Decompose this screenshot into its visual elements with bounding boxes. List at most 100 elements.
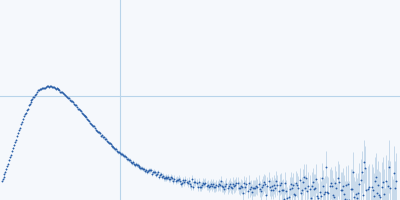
Point xyxy=(87,121,94,124)
Point xyxy=(137,166,144,170)
Point xyxy=(184,182,191,185)
Point xyxy=(114,149,120,153)
Point xyxy=(360,193,366,197)
Point xyxy=(169,177,175,180)
Point xyxy=(203,184,210,187)
Point xyxy=(393,179,399,183)
Point xyxy=(290,184,296,187)
Point xyxy=(146,169,152,172)
Point xyxy=(303,176,310,179)
Point xyxy=(124,157,130,160)
Point xyxy=(151,170,157,173)
Point xyxy=(371,195,377,198)
Point xyxy=(5,163,12,166)
Point xyxy=(112,148,118,151)
Point xyxy=(392,186,398,190)
Point xyxy=(111,147,118,150)
Point xyxy=(104,140,111,144)
Point xyxy=(248,186,254,189)
Point xyxy=(16,128,22,132)
Point xyxy=(80,114,87,117)
Point xyxy=(249,190,255,194)
Point xyxy=(353,192,359,195)
Point xyxy=(302,186,308,189)
Point xyxy=(70,100,76,104)
Point xyxy=(10,146,16,150)
Point xyxy=(262,182,268,186)
Point xyxy=(390,172,397,175)
Point xyxy=(170,180,176,183)
Point xyxy=(174,178,181,181)
Point xyxy=(7,156,14,159)
Point xyxy=(181,180,188,184)
Point xyxy=(15,131,21,135)
Point xyxy=(135,165,142,168)
Point xyxy=(332,182,338,185)
Point xyxy=(128,160,134,163)
Point xyxy=(374,192,380,195)
Point xyxy=(261,181,267,184)
Point xyxy=(96,131,102,134)
Point xyxy=(308,196,314,199)
Point xyxy=(38,87,44,91)
Point xyxy=(183,180,190,183)
Point xyxy=(0,178,6,181)
Point xyxy=(233,182,240,185)
Point xyxy=(116,150,122,153)
Point xyxy=(13,138,19,141)
Point xyxy=(2,171,9,174)
Point xyxy=(366,185,373,189)
Point xyxy=(156,175,162,178)
Point xyxy=(232,184,238,187)
Point xyxy=(179,182,185,185)
Point xyxy=(18,122,24,125)
Point xyxy=(24,108,30,112)
Point xyxy=(45,85,51,88)
Point xyxy=(127,159,133,162)
Point xyxy=(333,187,339,190)
Point xyxy=(134,163,141,166)
Point xyxy=(27,101,34,104)
Point xyxy=(106,141,113,145)
Point xyxy=(85,119,92,122)
Point xyxy=(240,191,246,195)
Point xyxy=(33,92,40,95)
Point xyxy=(320,184,326,187)
Point xyxy=(150,170,156,174)
Point xyxy=(301,175,307,178)
Point xyxy=(22,111,29,114)
Point xyxy=(94,129,100,132)
Point xyxy=(221,187,228,190)
Point xyxy=(193,182,200,185)
Point xyxy=(208,182,214,185)
Point xyxy=(228,185,234,188)
Point xyxy=(177,179,183,182)
Point xyxy=(14,134,20,137)
Point xyxy=(381,193,387,196)
Point xyxy=(4,165,10,168)
Point xyxy=(52,87,59,90)
Point xyxy=(108,145,115,148)
Point xyxy=(260,183,266,186)
Point xyxy=(125,158,131,161)
Point xyxy=(58,90,64,93)
Point xyxy=(253,184,260,187)
Point xyxy=(26,104,32,107)
Point xyxy=(343,183,349,187)
Point xyxy=(342,198,348,200)
Point xyxy=(59,90,66,93)
Point xyxy=(1,173,8,176)
Point xyxy=(122,155,128,158)
Point xyxy=(223,183,230,186)
Point xyxy=(234,182,241,185)
Point xyxy=(380,180,386,183)
Point xyxy=(189,178,195,181)
Point xyxy=(71,102,77,105)
Point xyxy=(324,191,330,194)
Point xyxy=(291,192,297,195)
Point xyxy=(76,108,83,111)
Point xyxy=(66,96,72,99)
Point xyxy=(12,140,18,144)
Point xyxy=(276,183,283,186)
Point xyxy=(50,85,56,88)
